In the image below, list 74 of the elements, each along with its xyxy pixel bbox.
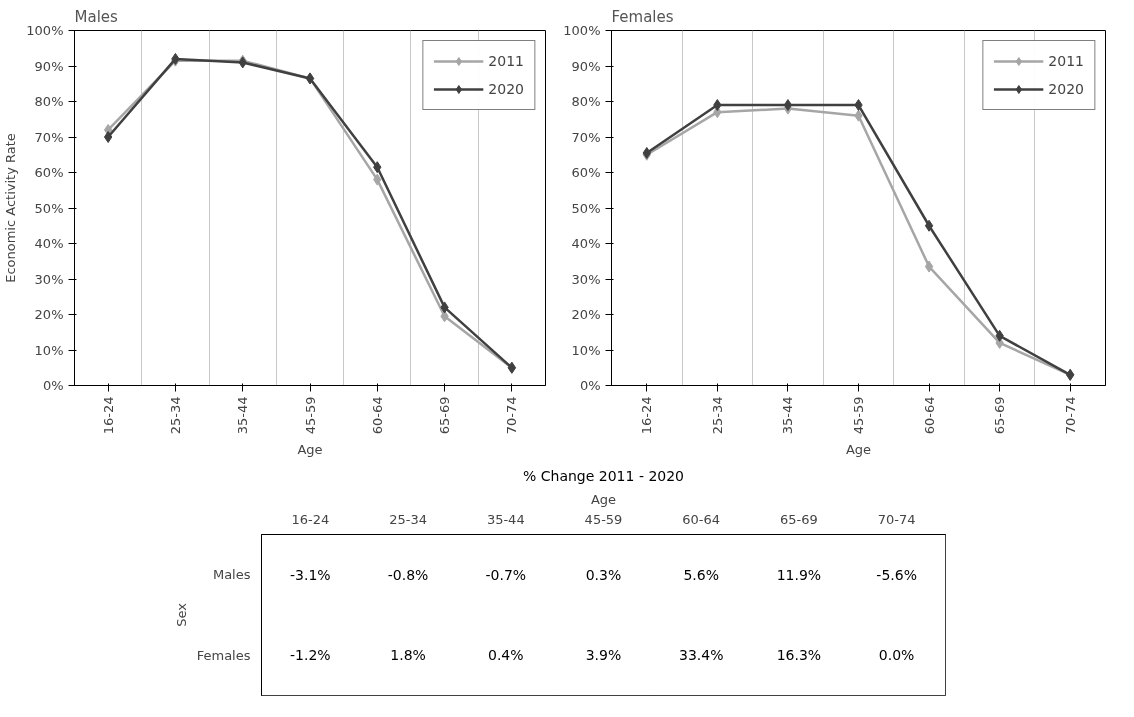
text: -3.1%: [290, 566, 331, 583]
x-tick-label: 25-34: [167, 396, 183, 435]
y-tick-label: 50%: [571, 200, 601, 216]
y-tick-label: 10%: [571, 342, 601, 358]
point: [103, 131, 113, 143]
y-tick-label: 0%: [42, 378, 64, 393]
y-tick-label: 0%: [579, 378, 601, 393]
y-tick-label: 60%: [34, 165, 64, 180]
y-axis-title: Economic Activity Rate: [3, 133, 19, 283]
text: 0.0%: [878, 647, 915, 664]
text: 0.3%: [585, 566, 622, 583]
text: 11.9%: [776, 566, 822, 583]
x-axis-title: Age: [845, 442, 872, 458]
text: 5.6%: [683, 566, 720, 583]
x-tick-label: 35-44: [780, 396, 796, 435]
x-axis-title: Age: [297, 442, 323, 458]
y-tick-label: 50%: [34, 200, 64, 216]
category-label: 60-64: [682, 511, 721, 527]
category-label: 65-69: [780, 511, 818, 527]
category-label: Females: [196, 647, 251, 663]
y-tick-label: 60%: [571, 165, 601, 180]
y-tick-label: 100%: [563, 23, 601, 38]
y-tick-label: 100%: [26, 23, 64, 38]
text: Sex: [173, 602, 189, 627]
category-label: 16-24: [291, 511, 330, 527]
text: -5.6%: [876, 566, 917, 583]
category-label: 70-74: [877, 511, 916, 527]
x-tick-label: 70-74: [1062, 396, 1078, 435]
point: [924, 219, 934, 232]
y-tick-label: 40%: [571, 236, 601, 251]
x-tick-label: 60-64: [921, 396, 937, 435]
x-tick-label: 70-74: [504, 396, 520, 435]
text: 1.8%: [390, 647, 426, 664]
text: % Change 2011 - 2020: [522, 467, 685, 484]
y-tick-label: 80%: [34, 94, 64, 109]
y-tick-label: 80%: [571, 94, 601, 109]
category-label: 35-44: [486, 511, 525, 527]
y-tick-label: 20%: [571, 307, 601, 322]
y-tick-label: 70%: [34, 129, 64, 145]
text: Age: [590, 491, 617, 507]
text: -1.2%: [290, 647, 331, 664]
legend-label: 2011: [488, 53, 524, 69]
y-tick-label: 90%: [571, 58, 601, 74]
x-tick-label: 45-59: [302, 396, 318, 435]
category-label: Males: [212, 567, 251, 583]
y-tick-label: 10%: [34, 342, 64, 358]
text: 3.9%: [585, 647, 622, 664]
x-tick-label: 16-24: [639, 396, 655, 435]
text: -0.7%: [485, 566, 527, 583]
text: -0.8%: [387, 566, 429, 583]
category-label: 25-34: [389, 511, 427, 527]
text: 33.4%: [678, 647, 724, 664]
text: 0.4%: [488, 647, 524, 664]
x-tick-label: 60-64: [369, 396, 385, 435]
y-tick-label: 30%: [571, 271, 601, 287]
x-tick-label: 65-69: [437, 396, 453, 435]
x-tick-label: 65-69: [992, 396, 1008, 435]
y-tick-label: 30%: [34, 271, 64, 287]
chart-title: Males: [74, 7, 119, 26]
point: [924, 260, 934, 273]
legend-label: 2020: [1048, 81, 1084, 97]
x-tick-label: 45-59: [851, 396, 866, 435]
y-tick-label: 40%: [34, 236, 64, 251]
legend-label: 2011: [1048, 53, 1084, 69]
category-label: 45-59: [584, 511, 623, 527]
text: 16.3%: [776, 647, 822, 664]
y-tick-label: 90%: [34, 58, 64, 74]
x-tick-label: 25-34: [709, 396, 725, 435]
chart-title: Females: [611, 7, 674, 26]
y-tick-label: 20%: [34, 307, 64, 322]
y-tick-label: 70%: [571, 129, 601, 145]
legend-label: 2020: [488, 81, 524, 97]
x-tick-label: 35-44: [235, 396, 251, 435]
x-tick-label: 16-24: [100, 396, 116, 435]
